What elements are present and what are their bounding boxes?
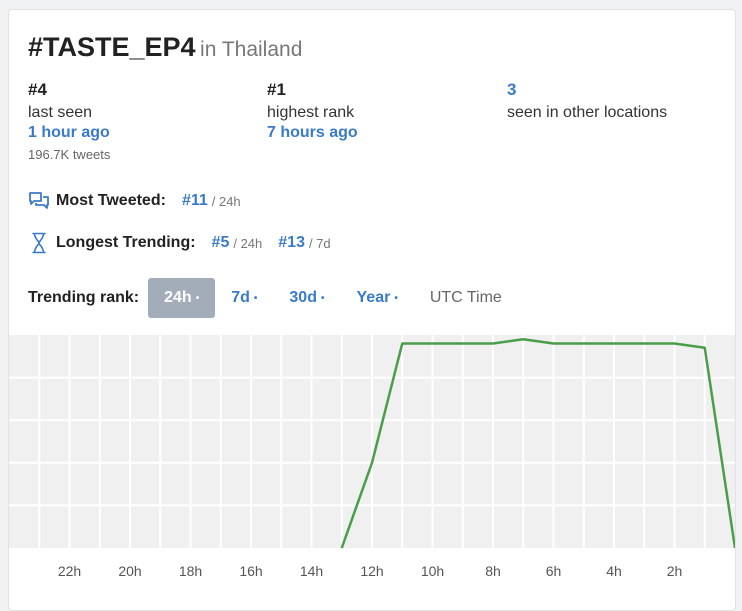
page-title: #TASTE_EP4 in Thailand (28, 32, 302, 63)
x-tick-label: 2h (667, 563, 683, 579)
stat-last-seen: #4 last seen 1 hour ago 196.7K tweets (28, 80, 110, 162)
chat-bubbles-icon (28, 190, 50, 212)
most-tweeted-period: / 24h (211, 193, 241, 209)
highest-rank-label: highest rank (267, 104, 355, 121)
tab-label: 30d (289, 289, 317, 306)
longest-trending-row: Longest Trending: #5 / 24h #13 / 7d (28, 231, 347, 255)
highest-rank-time[interactable]: 7 hours ago (267, 124, 358, 141)
stat-highest-rank: #1 highest rank 7 hours ago (267, 80, 358, 142)
x-tick-label: 4h (606, 563, 622, 579)
hourglass-icon (28, 232, 50, 254)
x-tick-label: 10h (421, 563, 444, 579)
x-tick-label: 8h (485, 563, 501, 579)
tab-24h[interactable]: 24h • (148, 278, 216, 318)
last-seen-label: last seen (28, 104, 93, 121)
stat-other-locations: 3 seen in other locations (507, 80, 667, 122)
highest-rank-value: #1 (267, 80, 286, 99)
longest-trending-value[interactable]: #13 (278, 234, 305, 251)
most-tweeted-label: Most Tweeted: (56, 192, 166, 209)
tab-label: 7d (231, 289, 250, 306)
tab-dot: • (253, 292, 258, 304)
trending-rank-series-line (340, 338, 735, 549)
tab-dot: • (394, 292, 398, 304)
most-tweeted-row: Most Tweeted: #11 / 24h (28, 189, 257, 213)
utc-time-toggle[interactable]: UTC Time (429, 289, 502, 306)
x-tick-label: 18h (179, 563, 202, 579)
tab-dot: • (195, 292, 200, 304)
other-locations-count[interactable]: 3 (507, 80, 517, 99)
tab-dot: • (320, 292, 325, 304)
tweet-count: 196.7K tweets (28, 147, 111, 162)
tab-7d[interactable]: 7d • (215, 278, 273, 318)
last-seen-time[interactable]: 1 hour ago (28, 124, 110, 141)
trend-card: #TASTE_EP4 in Thailand #4 last seen 1 ho… (8, 9, 736, 611)
x-tick-label: 6h (546, 563, 562, 579)
tab-30d[interactable]: 30d • (273, 278, 340, 318)
x-tick-label: 16h (239, 563, 262, 579)
longest-trending-period: / 24h (233, 235, 263, 251)
last-seen-rank: #4 (28, 80, 47, 99)
trending-rank-tabs: Trending rank: 24h • 7d • 30d • Year • UTC T… (28, 278, 518, 318)
hashtag-title[interactable]: #TASTE_EP4 (28, 32, 196, 62)
x-tick-label: 14h (300, 563, 323, 579)
x-tick-label: 12h (360, 563, 383, 579)
location-text: in Thailand (200, 38, 303, 61)
other-locations-label: seen in other locations (507, 104, 668, 121)
longest-trending-value[interactable]: #5 (211, 234, 230, 251)
x-tick-label: 20h (118, 563, 141, 579)
tab-year[interactable]: Year • (341, 278, 414, 318)
most-tweeted-value[interactable]: #11 (181, 192, 208, 209)
x-tick-label: 22h (58, 563, 81, 579)
tab-label: Year (356, 289, 391, 306)
tab-label: 24h (164, 289, 192, 306)
trending-rank-label: Trending rank: (28, 289, 140, 306)
longest-trending-label: Longest Trending: (56, 234, 196, 251)
longest-trending-period: / 7d (308, 235, 331, 251)
trending-rank-chart: 22h 20h 18h 16h 14h 12h 10h 8h 6h 4h 2h (9, 335, 735, 579)
